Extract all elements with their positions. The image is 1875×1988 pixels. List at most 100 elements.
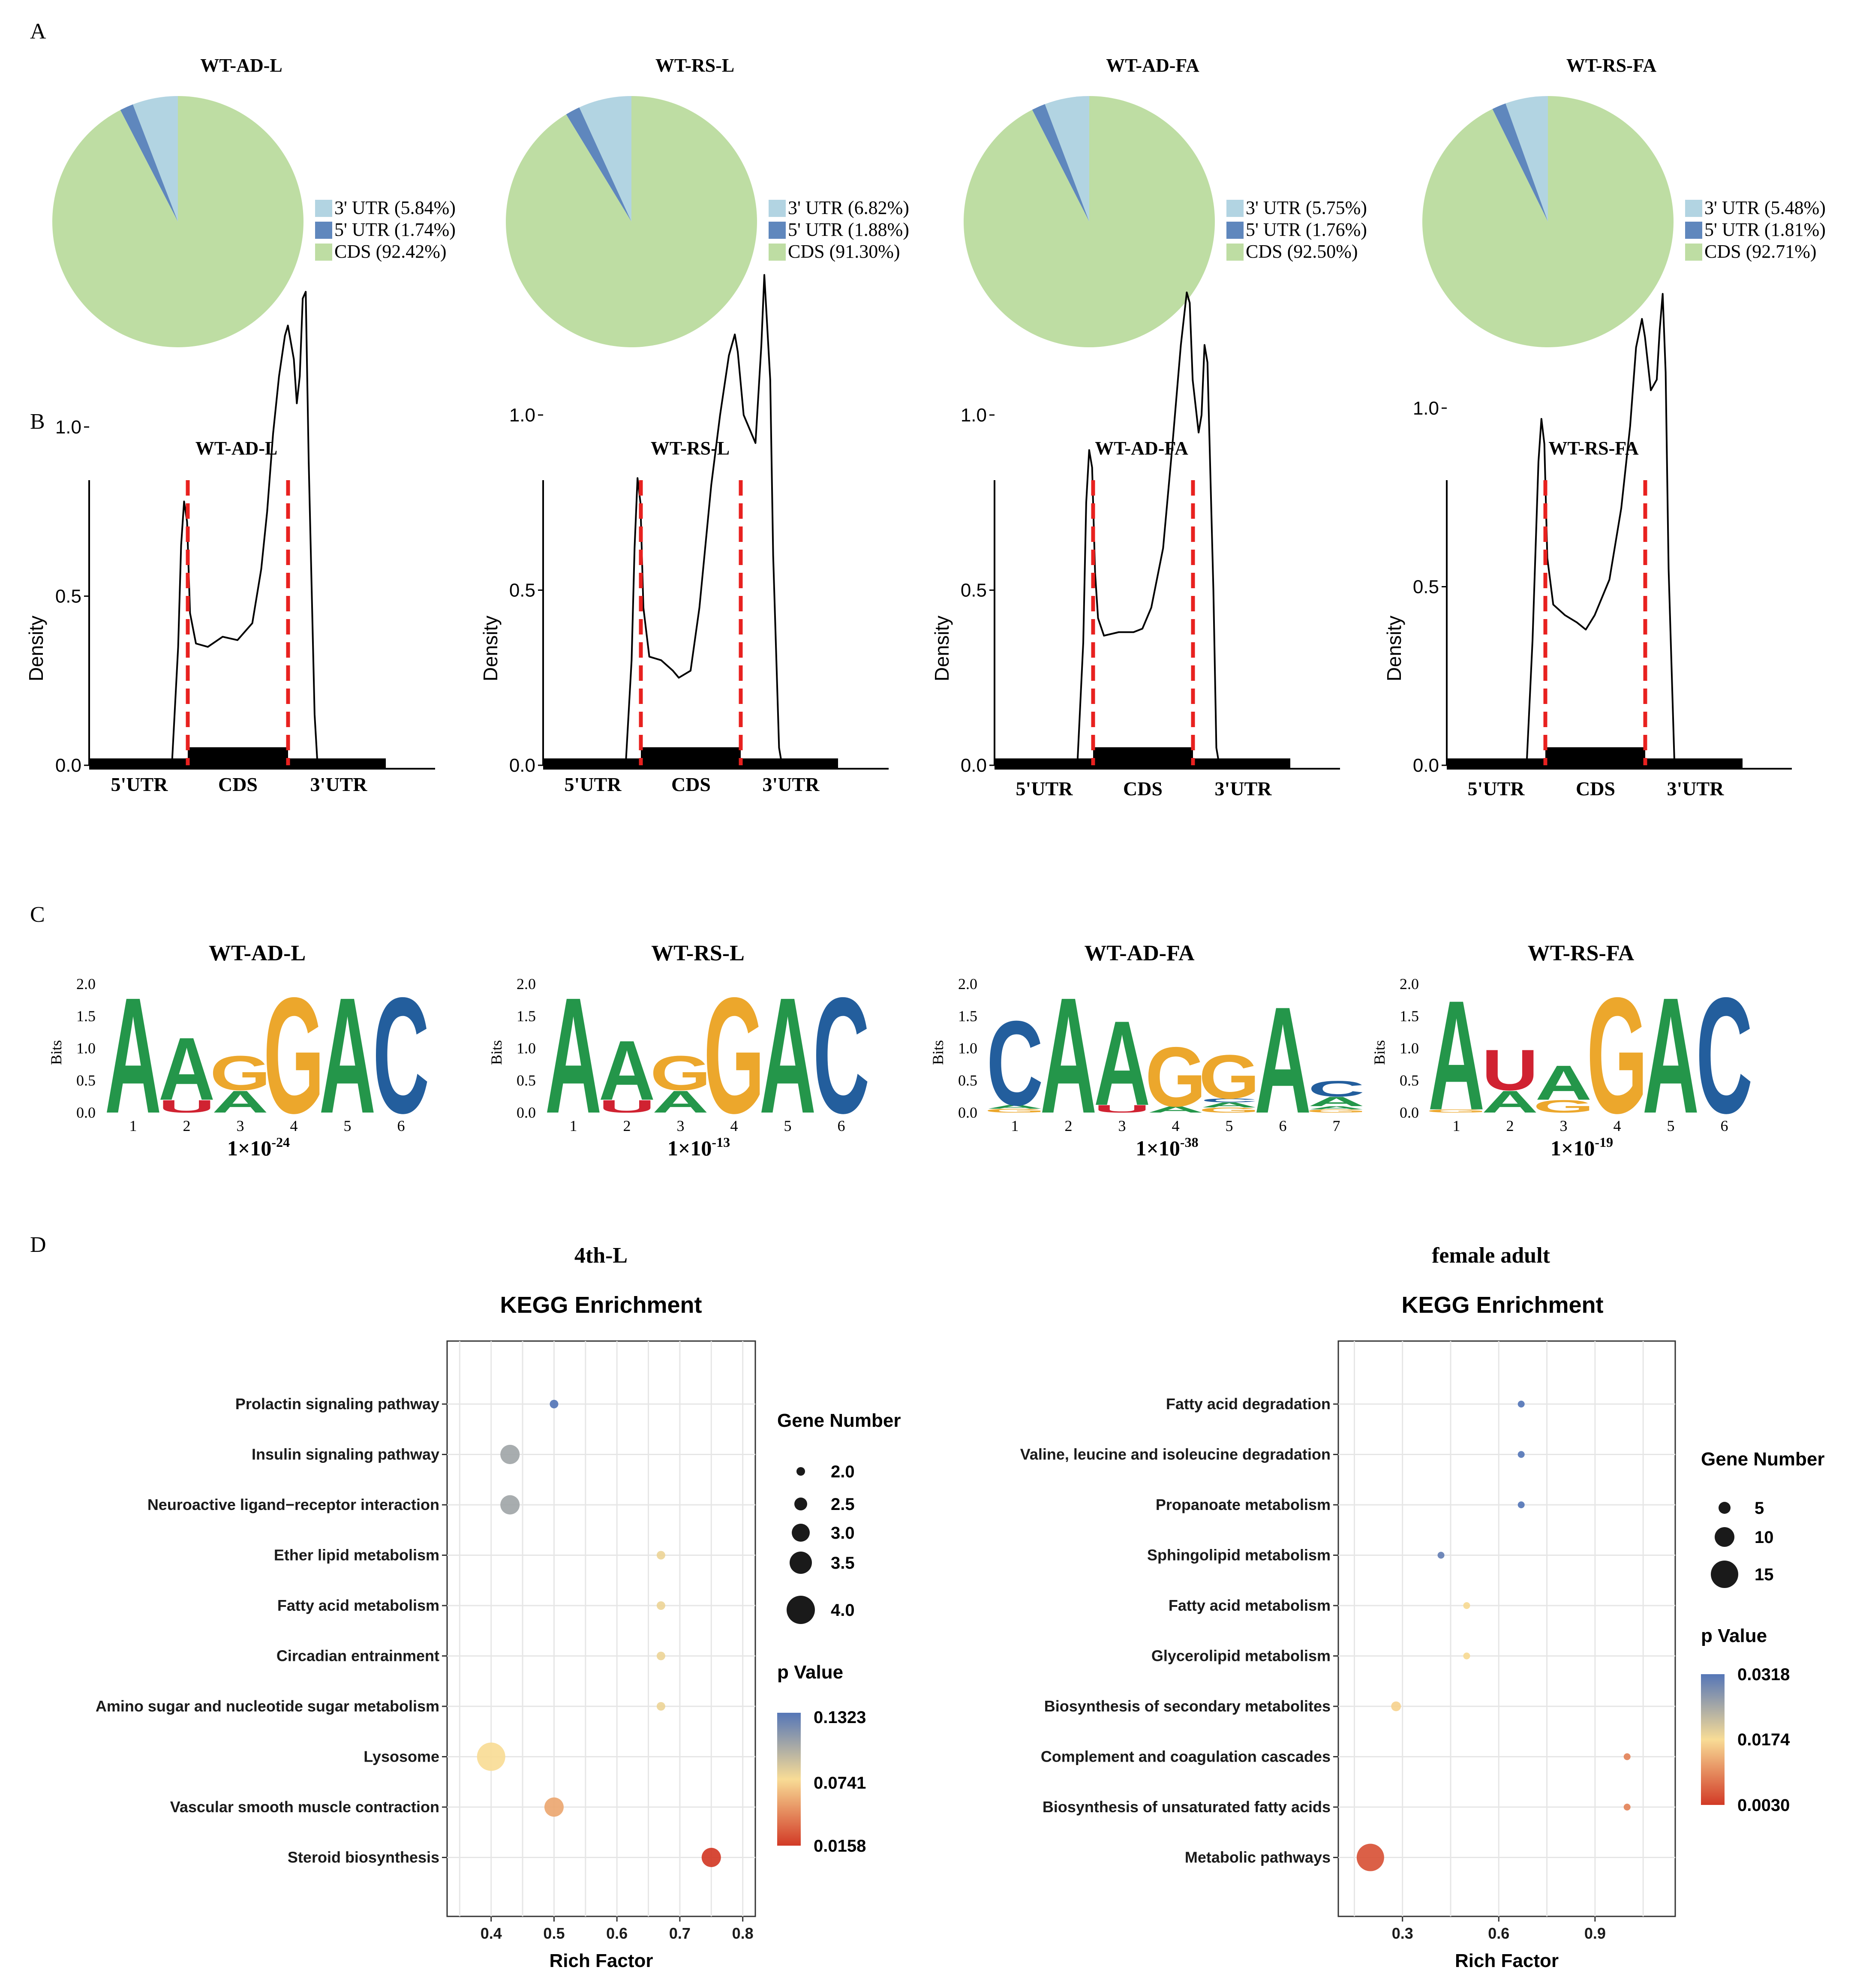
region-label: 3'UTR [1667,778,1725,800]
y-axis-label: Density [25,616,47,681]
logo-letter-u: U [1481,1038,1538,1103]
pie-slice-cds [1422,96,1674,348]
logo-letter-g: G [1145,1030,1206,1124]
logo-letter-a: A [1535,1056,1592,1110]
pathway-label: Metabolic pathways [1185,1849,1331,1866]
panel-label-a: A [30,19,46,44]
logo-letter-u: U [159,1097,215,1117]
y-axis-label: Bits [1371,1040,1388,1065]
y-tick-label: 0.5 [509,580,535,601]
pie-slice-cds [52,96,303,347]
legend-label: CDS (92.42%) [334,241,447,262]
pie-title: WT-AD-L [200,55,282,76]
pie-chart-wt-rs-l: WT-RS-L 3' UTR (6.82%)5' UTR (1.88%)CDS (… [506,55,909,347]
position-label: 2 [1506,1117,1514,1134]
logo-letter-a: A [598,1023,655,1118]
pathway-label: Fatty acid degradation [1166,1395,1331,1413]
pie-slice-3utr [1505,96,1548,222]
density-plot-wt-rs-l: WT-RS-L 0.0 0.5 1.0 Density 5'UTR CDS 3'UTR [479,274,889,795]
region-label: CDS [1576,778,1615,800]
cds-bar [1545,747,1645,769]
position-label: 6 [838,1117,845,1134]
logo-letter-a: A [105,963,161,1148]
region-label: 3'UTR [1215,778,1272,800]
pvalue-base: 1×10 [1550,1136,1595,1160]
pie-title: WT-RS-L [655,55,734,76]
logo-letter-a: A [319,963,376,1148]
pathway-label: Prolactin signaling pathway [235,1395,439,1413]
density-curve [543,274,838,766]
density-title: WT-RS-FA [1548,438,1638,459]
bubble-point [1391,1701,1401,1711]
y-tick-label: 1.5 [76,1008,96,1025]
density-plot-wt-ad-l: WT-AD-L 0.0 0.5 1.0 Density 5'UTR CDS 3'UTR [25,291,435,795]
position-label: 2 [1065,1117,1073,1134]
legend-swatch [1226,222,1244,239]
bubble-point [477,1742,505,1771]
y-tick-label: 0.0 [509,755,535,776]
pathway-label: Lysosome [364,1748,439,1765]
group-title: 4th-L [574,1243,628,1268]
legend-swatch [1226,244,1244,261]
density-plot-wt-rs-fa: WT-RS-FA 0.0 0.5 1.0 Density 5'UTR CDS 3'UTR [1383,293,1792,800]
bubble-point [1623,1804,1631,1811]
pie-title: WT-RS-FA [1566,55,1656,76]
y-tick-label: 1.5 [1400,1008,1419,1025]
legend-swatch [315,200,332,217]
y-tick-label: 2.0 [517,975,536,992]
x-tick-label: 0.4 [481,1925,502,1942]
size-legend-label: 4.0 [831,1601,855,1620]
logo-letter-u: U [599,1097,655,1117]
bubble-point [1356,1844,1384,1871]
density-curve [995,292,1290,766]
legend-swatch [315,222,332,239]
logo-letter-a: A [986,1104,1043,1110]
position-label: 3 [1560,1117,1568,1134]
logo-letter-g: G [703,963,764,1148]
logo-letter-a: A [1428,968,1484,1143]
position-label: 4 [290,1117,298,1134]
y-tick-label: 0.5 [517,1072,536,1089]
legend-swatch [315,244,332,261]
size-legend-dot [794,1498,807,1510]
legend-label: 5' UTR (1.81%) [1704,219,1826,240]
pie-chart-wt-ad-l: WT-AD-L 3' UTR (5.84%)5' UTR (1.74%)CDS (… [52,55,456,347]
y-tick-label: 0.0 [1413,755,1439,776]
region-label: CDS [671,773,711,795]
legend-swatch [1685,222,1702,239]
y-axis-label: Bits [488,1040,505,1065]
logo-letter-a: A [1147,1104,1204,1114]
bubble-point [1437,1552,1445,1559]
logo-letter-a: A [759,963,816,1148]
x-tick-label: 0.8 [732,1925,754,1942]
logo-letter-g: G [984,1108,1045,1114]
y-tick-label: 1.5 [517,1008,536,1025]
pie-slice-cds [963,96,1215,347]
region-label: 5'UTR [1016,778,1073,800]
color-legend-bar [1701,1674,1725,1805]
logo-letter-g: G [1426,1109,1487,1114]
x-tick-label: 0.6 [1488,1925,1509,1942]
pie-slice-3utr [132,96,178,222]
panel-a-pie-charts: WT-AD-L3' UTR (5.84%)5' UTR (1.74%)CDS (… [52,55,1826,348]
legend-label: 3' UTR (5.84%) [334,197,456,218]
color-legend-bar [777,1713,801,1846]
size-legend-dot [1719,1502,1731,1514]
logo-title: WT-AD-FA [1084,941,1195,965]
x-axis-label: Rich Factor [1455,1950,1559,1971]
pie-chart-wt-rs-fa: WT-RS-FA 3' UTR (5.48%)5' UTR (1.81%)CDS … [1422,55,1826,348]
pvalue-base: 1×10 [1136,1136,1180,1160]
logo-letter-g: G [1587,963,1647,1148]
plot-frame [1337,1340,1676,1917]
logo-letter-a: A [652,1085,709,1119]
legend-label: CDS (91.30%) [788,241,900,262]
bubble-point [701,1848,721,1867]
pie-title: WT-AD-FA [1106,55,1199,76]
y-tick-label: 0.5 [55,586,81,607]
y-tick-label: 0.5 [958,1072,977,1089]
bubble-point [1517,1401,1525,1408]
bubble-point [1517,1501,1525,1508]
